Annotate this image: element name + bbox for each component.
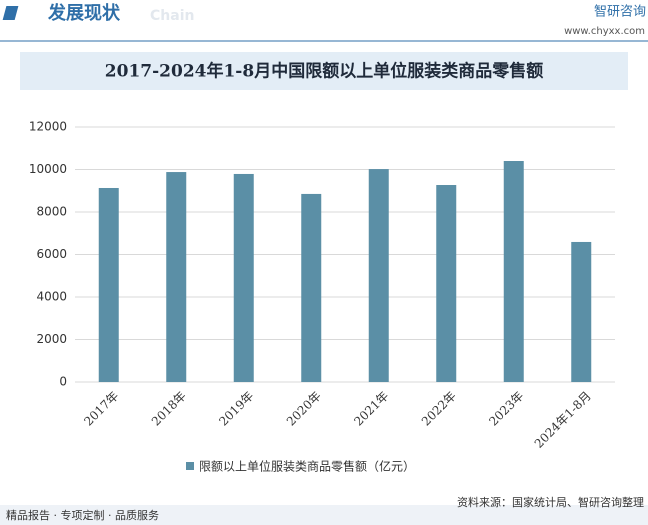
- bar: [368, 169, 389, 382]
- footer-services: 精品报告 · 专项定制 · 品质服务: [6, 508, 159, 522]
- y-tick-label: 12000: [29, 120, 67, 134]
- y-tick-label: 6000: [36, 247, 67, 261]
- brand: 智研咨询: [594, 5, 646, 20]
- bar: [166, 172, 187, 382]
- y-tick-label: 0: [59, 375, 67, 389]
- bar: [233, 173, 254, 382]
- legend-label: 限额以上单位服装类商品零售额（亿元）: [199, 459, 415, 474]
- footer-bar: [0, 505, 648, 525]
- x-tick-label: 2018年: [149, 389, 189, 429]
- chart-title: 2017-2024年1-8月中国限额以上单位服装类商品零售额: [105, 61, 543, 82]
- bar: [98, 187, 119, 382]
- footer-source: 资料来源：国家统计局、智研咨询整理: [457, 495, 644, 509]
- y-tick-label: 4000: [36, 290, 67, 304]
- bar: [301, 193, 322, 382]
- title-box: [20, 52, 628, 90]
- x-tick-label: 2023年: [486, 389, 526, 429]
- bar: [436, 185, 457, 382]
- x-tick-label: 2022年: [419, 389, 459, 429]
- bar: [503, 161, 524, 382]
- url: www.chyxx.com: [564, 26, 645, 37]
- x-tick-label: 2017年: [81, 389, 121, 429]
- header-icon: [2, 6, 19, 20]
- y-tick-label: 8000: [36, 205, 67, 219]
- y-tick-label: 10000: [29, 162, 67, 176]
- bar: [571, 241, 592, 382]
- legend-swatch: [186, 462, 194, 470]
- x-tick-label: 2021年: [351, 389, 391, 429]
- y-tick-label: 2000: [36, 332, 67, 346]
- header-bar: [0, 0, 648, 32]
- header-title: 发展现状: [47, 2, 121, 24]
- x-tick-label: 2019年: [216, 389, 256, 429]
- x-tick-label: 2024年1-8月: [532, 389, 594, 451]
- x-tick-label: 2020年: [284, 389, 324, 429]
- header-title-en: Chain: [150, 8, 194, 24]
